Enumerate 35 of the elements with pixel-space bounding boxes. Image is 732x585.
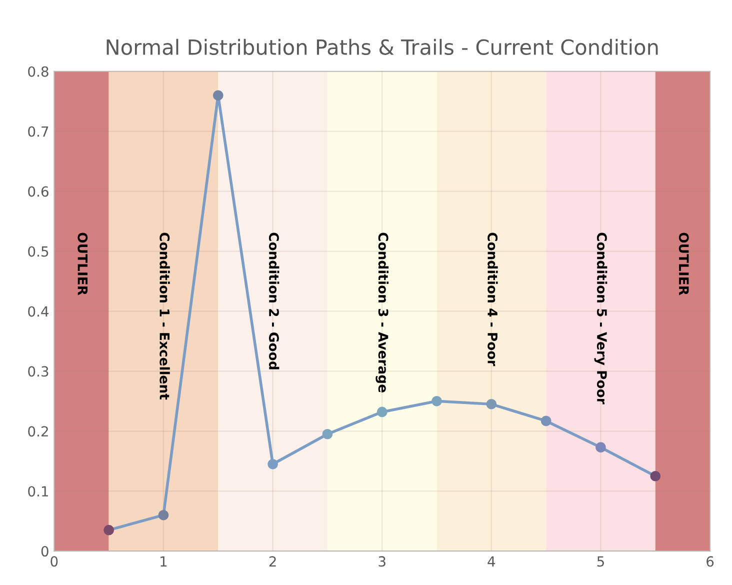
y-tick-label: 0.4 (28, 306, 49, 317)
y-tick-label: 0.6 (28, 186, 48, 197)
x-tick-label: 2 (269, 556, 276, 566)
x-tick-label: 6 (706, 556, 714, 567)
point (650, 470, 661, 482)
point (268, 458, 278, 470)
point (322, 428, 333, 440)
band-label: Condition 2 - Good (268, 232, 280, 370)
point (540, 416, 552, 426)
point (486, 399, 497, 410)
chart-title: Normal Distribution Paths & Trails - Current Condition (106, 38, 658, 55)
band-label: Condition 4 - Poor (488, 232, 498, 366)
y-tick-label: 0.1 (28, 486, 48, 497)
point (596, 442, 606, 452)
y-tick-label: 0.5 (28, 246, 48, 257)
point (104, 524, 114, 536)
point (212, 90, 224, 101)
x-tick-label: 1 (160, 556, 167, 566)
x-tick-label: 0 (50, 556, 58, 567)
band-label: Condition 1 - Excellent (160, 232, 170, 400)
band-label: Condition 3 - Average (376, 232, 389, 392)
point (376, 406, 388, 418)
y-tick-label: 0.2 (28, 426, 48, 437)
point (158, 510, 169, 520)
point (432, 396, 442, 406)
x-tick-label: 4 (488, 556, 496, 566)
x-tick-label: 5 (597, 556, 604, 567)
y-tick-label: 0.3 (28, 366, 48, 377)
x-tick-label: 3 (378, 556, 386, 567)
y-tick-label: 0.7 (28, 126, 48, 137)
y-tick-label: 0 (41, 546, 48, 557)
band-label: OUTLIER (678, 232, 689, 296)
y-tick-label: 0.8 (28, 66, 48, 77)
band-label: Condition 5 - Very Poor (594, 232, 608, 404)
band-label: OUTLIER (78, 232, 88, 296)
